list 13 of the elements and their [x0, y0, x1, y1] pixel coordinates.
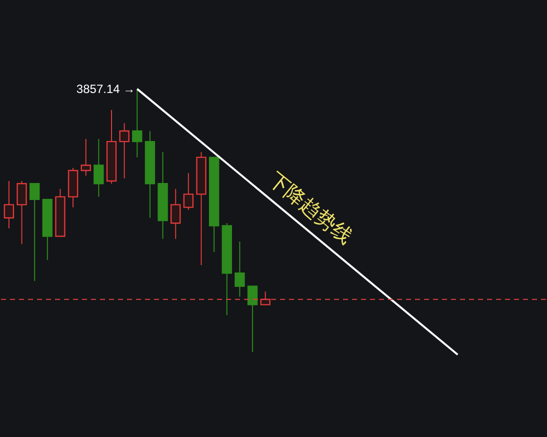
candlestick: [119, 122, 130, 179]
candlestick: [94, 138, 104, 198]
annotation: 3857.14 →: [76, 82, 136, 96]
candlestick: [4, 180, 14, 229]
candlestick: [183, 172, 194, 210]
candlestick: [234, 241, 245, 298]
candlestick: [132, 88, 142, 158]
candlestick: [29, 183, 40, 282]
candlestick: [80, 138, 91, 176]
text: 下降趋势线: [264, 167, 358, 249]
candlestick: [247, 286, 258, 353]
candlestick: [170, 188, 181, 240]
candlestick: [16, 180, 27, 245]
